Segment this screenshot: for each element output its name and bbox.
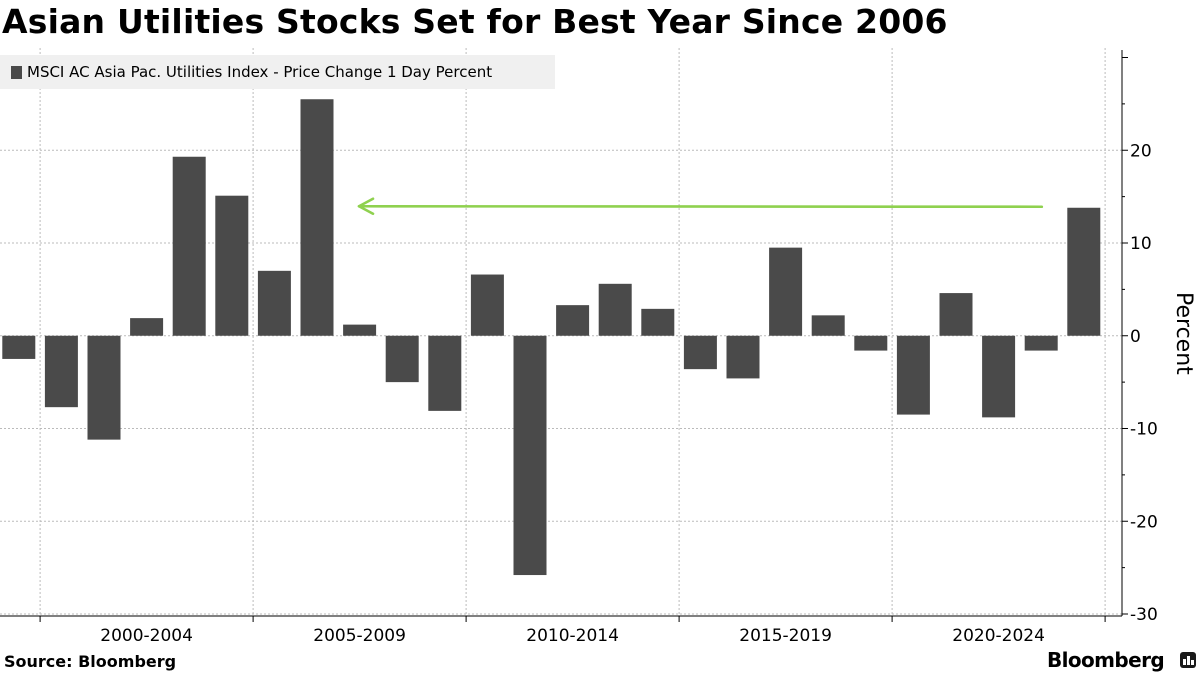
bar-2002 (130, 318, 164, 336)
x-tick-label: 2015-2019 (739, 626, 832, 646)
source-note: Source: Bloomberg (4, 652, 177, 671)
brand-logo: Bloomberg (1047, 648, 1165, 672)
legend-label: MSCI AC Asia Pac. Utilities Index - Pric… (27, 63, 493, 81)
bar-2016 (726, 335, 760, 379)
x-tick-label: 2000-2004 (100, 626, 193, 646)
bar-2022 (982, 335, 1016, 418)
x-tick-label: 2010-2014 (526, 626, 619, 646)
bar-2021 (939, 293, 973, 336)
bar-2011 (513, 335, 547, 576)
bar-2001 (87, 335, 121, 440)
bar-2000 (44, 335, 78, 408)
bar-1999 (2, 335, 36, 359)
y-tick-label: 0 (1130, 327, 1141, 347)
bar-2017 (769, 247, 803, 336)
chart-title: Asian Utilities Stocks Set for Best Year… (2, 2, 948, 41)
bar-2019 (854, 335, 888, 351)
y-tick-label: 10 (1130, 234, 1152, 254)
bar-2010 (470, 274, 504, 336)
bar-2015 (683, 335, 717, 370)
bar-2020 (896, 335, 930, 415)
y-tick-label: -10 (1130, 420, 1158, 440)
bloomberg-terminal-icon (1180, 652, 1196, 668)
bar-2024 (1067, 207, 1101, 336)
bar-2013 (598, 283, 632, 336)
bar-2008 (385, 335, 419, 383)
x-tick-label: 2005-2009 (313, 626, 406, 646)
bar-2005 (257, 270, 291, 336)
y-tick-label: -20 (1130, 512, 1158, 532)
bar-2009 (428, 335, 462, 411)
legend: MSCI AC Asia Pac. Utilities Index - Pric… (0, 55, 555, 89)
bar-2003 (172, 156, 206, 336)
x-tick-label: 2020-2024 (952, 626, 1045, 646)
bar-2018 (811, 315, 845, 336)
bar-2004 (215, 195, 249, 336)
bar-2012 (556, 305, 590, 336)
bar-2006 (300, 99, 334, 336)
bar-2007 (343, 324, 377, 336)
bar-2014 (641, 308, 675, 336)
y-tick-label: -30 (1130, 605, 1158, 625)
legend-swatch (11, 65, 22, 79)
y-axis-title: Percent (1171, 292, 1196, 375)
bar-2023 (1024, 335, 1058, 351)
annotation-arrow-line (357, 204, 1044, 209)
annotation-arrowhead (357, 197, 375, 216)
y-tick-label: 20 (1130, 141, 1152, 161)
